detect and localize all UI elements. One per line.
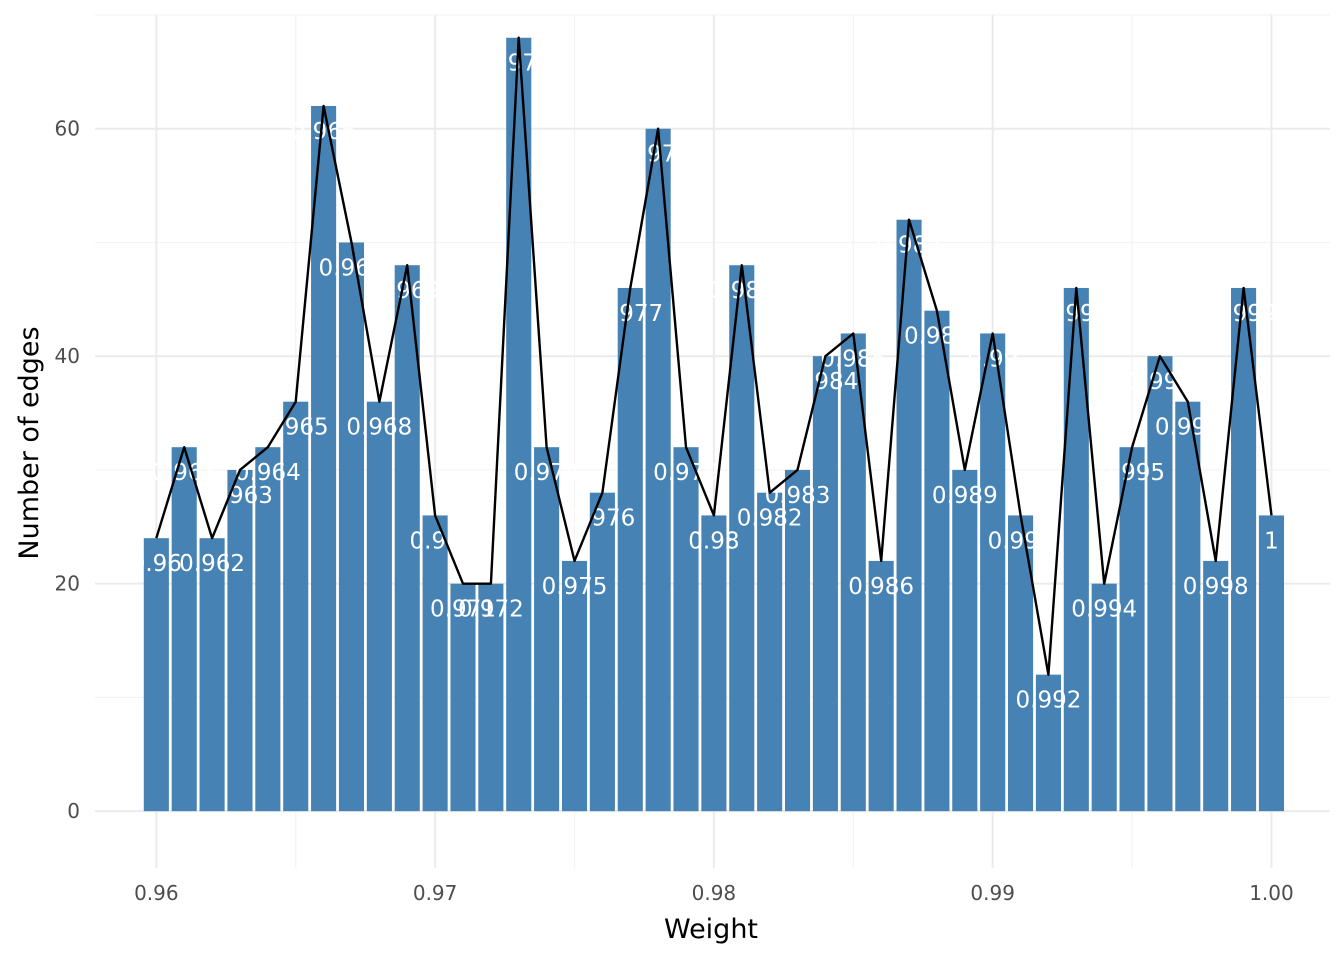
bar-value-label: 0.968 xyxy=(346,415,412,441)
bar-value-label: 0.976 xyxy=(569,506,635,532)
bar-value-label: 0.991 xyxy=(988,528,1054,554)
y-tick-label: 0 xyxy=(67,799,80,823)
bar xyxy=(561,560,588,812)
bar-value-label: 1 xyxy=(1264,528,1279,554)
bar xyxy=(701,515,727,812)
y-axis-title: Number of edges xyxy=(14,326,45,559)
bar-value-label: 0.985 xyxy=(820,346,886,372)
bar xyxy=(1063,287,1089,812)
bar-value-label: 0.971 xyxy=(430,597,496,623)
bar-value-label: 0.998 xyxy=(1183,574,1249,600)
bar-value-label: 0.975 xyxy=(542,574,608,600)
bar-value-label: 0.992 xyxy=(1016,688,1082,714)
bar xyxy=(171,447,197,812)
x-tick-label: 0.98 xyxy=(692,881,737,905)
bar-value-label: 0.982 xyxy=(737,506,803,532)
bar xyxy=(1035,674,1061,812)
bar xyxy=(952,469,978,812)
bar-value-label: 0.986 xyxy=(848,574,914,600)
bar-value-label: 0.979 xyxy=(653,460,719,486)
bar-value-label: 0.995 xyxy=(1099,460,1165,486)
y-tick-label: 40 xyxy=(55,344,80,368)
bar-value-label: 0.984 xyxy=(792,369,858,395)
bar xyxy=(924,310,950,812)
bar-value-label: 0.96 xyxy=(131,551,182,577)
bar xyxy=(617,287,643,812)
bar xyxy=(1258,515,1285,812)
bars xyxy=(143,37,1285,812)
y-tick-labels: 0 20 40 60 xyxy=(55,117,80,823)
bar xyxy=(283,401,309,812)
bar-value-label: 0.999 xyxy=(1211,301,1277,327)
bar-value-label: 0.988 xyxy=(904,324,970,350)
bar-value-label: 0.965 xyxy=(263,415,329,441)
x-tick-label: 0.97 xyxy=(413,881,458,905)
count-line xyxy=(155,36,1273,676)
bar-value-label: 0.964 xyxy=(235,460,301,486)
bar-value-label: 0.98 xyxy=(688,528,739,554)
bar-value-label: 0.967 xyxy=(319,255,385,281)
bar xyxy=(757,492,783,812)
bar-value-label: 0.981 xyxy=(709,278,775,304)
bar-value-label: 0.966 xyxy=(291,119,357,145)
bar-value-label: 0.978 xyxy=(625,142,691,168)
bar xyxy=(673,447,699,812)
x-axis-title: Weight xyxy=(664,914,758,945)
bar xyxy=(478,583,504,812)
bar xyxy=(589,492,615,812)
bar-value-label: 0.963 xyxy=(207,483,273,509)
bar xyxy=(729,265,755,812)
x-tick-label: 0.99 xyxy=(970,881,1015,905)
bar-value-label: 0.983 xyxy=(765,483,831,509)
bar-value-label: 0.969 xyxy=(374,278,440,304)
bar xyxy=(868,560,894,812)
bar xyxy=(450,583,476,812)
y-tick-label: 60 xyxy=(55,117,80,141)
bar xyxy=(394,265,420,812)
bar xyxy=(1091,583,1117,812)
bar xyxy=(534,447,560,812)
bar xyxy=(199,538,225,812)
bar-value-label: 0.961 xyxy=(151,460,217,486)
bar xyxy=(1175,401,1201,812)
bar-value-label: 0.997 xyxy=(1155,415,1221,441)
bar xyxy=(784,469,811,812)
bar xyxy=(896,219,922,812)
bar xyxy=(255,447,281,812)
bar xyxy=(1147,356,1173,812)
bar-value-label: 0.996 xyxy=(1127,369,1193,395)
bar-value-label: 0.972 xyxy=(458,597,524,623)
x-tick-label: 1.00 xyxy=(1249,881,1294,905)
bar xyxy=(366,401,392,812)
bar-value-label: 0.989 xyxy=(932,483,998,509)
bar-value-labels: 0.960.9610.9620.9630.9640.9650.9660.9670… xyxy=(131,51,1279,714)
bar xyxy=(980,333,1006,812)
bar-value-label: 0.977 xyxy=(597,301,663,327)
bar xyxy=(1203,560,1229,812)
bar xyxy=(840,333,866,812)
bar xyxy=(311,105,337,812)
bar-value-label: 0.97 xyxy=(410,528,461,554)
bar xyxy=(227,469,253,812)
x-tick-labels: 0.96 0.97 0.98 0.99 1.00 xyxy=(134,881,1294,905)
bar xyxy=(1119,447,1145,812)
bar xyxy=(143,538,169,812)
bar-value-label: 0.99 xyxy=(967,346,1018,372)
bar xyxy=(645,128,671,812)
y-tick-label: 20 xyxy=(55,572,80,596)
bar-value-label: 0.993 xyxy=(1043,301,1109,327)
bar-value-label: 0.962 xyxy=(179,551,245,577)
bar-value-label: 0.994 xyxy=(1071,597,1137,623)
bar xyxy=(812,356,838,812)
bar-value-label: 0.974 xyxy=(514,460,580,486)
bar xyxy=(422,515,448,812)
bar-value-label: 0.987 xyxy=(876,233,942,259)
x-tick-label: 0.96 xyxy=(134,881,179,905)
bar xyxy=(338,242,365,812)
